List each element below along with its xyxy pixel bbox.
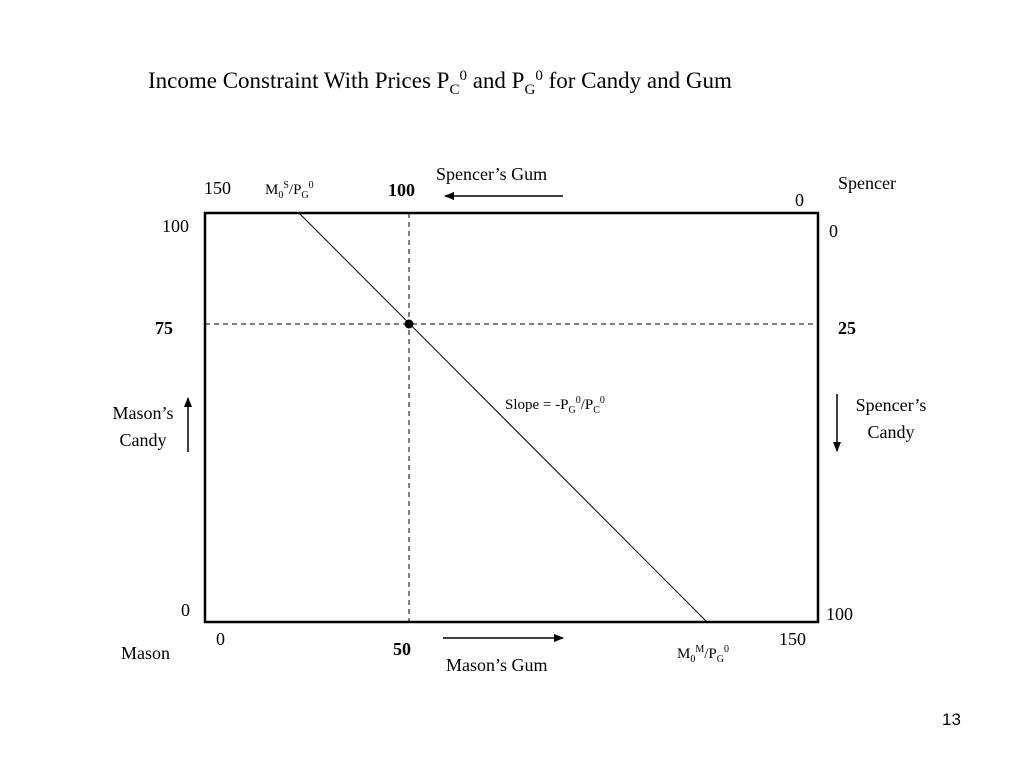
spencer-gum-value: 100 bbox=[388, 180, 415, 200]
mason-gum-value: 50 bbox=[393, 639, 411, 659]
spencer-candy-axis-label-line1: Spencer’s bbox=[856, 395, 927, 415]
spencer-origin-label: Spencer bbox=[838, 173, 896, 193]
spencer-candy-origin-tick: 0 bbox=[829, 221, 838, 241]
mason-gum-origin-tick: 0 bbox=[216, 629, 225, 649]
spencer-gum-axis-label: Spencer’s Gum bbox=[436, 164, 547, 184]
mason-candy-value: 75 bbox=[155, 318, 173, 338]
spencer-candy-max-tick: 100 bbox=[826, 604, 853, 624]
mason-gum-max-tick: 150 bbox=[779, 629, 806, 649]
slide-title: Income Constraint With Prices PC0 and PG… bbox=[148, 68, 732, 98]
mason-origin-label: Mason bbox=[121, 643, 170, 663]
spencer-gum-max-tick: 150 bbox=[204, 178, 231, 198]
edgeworth-box bbox=[203, 211, 820, 624]
spencer-intercept-label: M0S/PG0 bbox=[265, 180, 314, 201]
mason-gum-axis-label: Mason’s Gum bbox=[446, 655, 548, 675]
mason-candy-axis-label-line1: Mason’s bbox=[112, 403, 173, 423]
budget-line bbox=[298, 212, 708, 623]
mason-candy-max-tick: 100 bbox=[162, 216, 189, 236]
slope-annotation: Slope = -PG0/PC0 bbox=[505, 395, 605, 416]
mason-intercept-label: M0M/PG0 bbox=[677, 644, 729, 665]
mason-candy-axis-label-line2: Candy bbox=[120, 430, 167, 450]
endowment-point bbox=[404, 319, 414, 329]
spencer-candy-value: 25 bbox=[838, 318, 856, 338]
spencer-candy-axis-label-line2: Candy bbox=[868, 422, 915, 442]
page-number: 13 bbox=[942, 710, 961, 729]
spencer-gum-origin-tick: 0 bbox=[795, 190, 804, 210]
mason-candy-origin-tick: 0 bbox=[181, 600, 190, 620]
